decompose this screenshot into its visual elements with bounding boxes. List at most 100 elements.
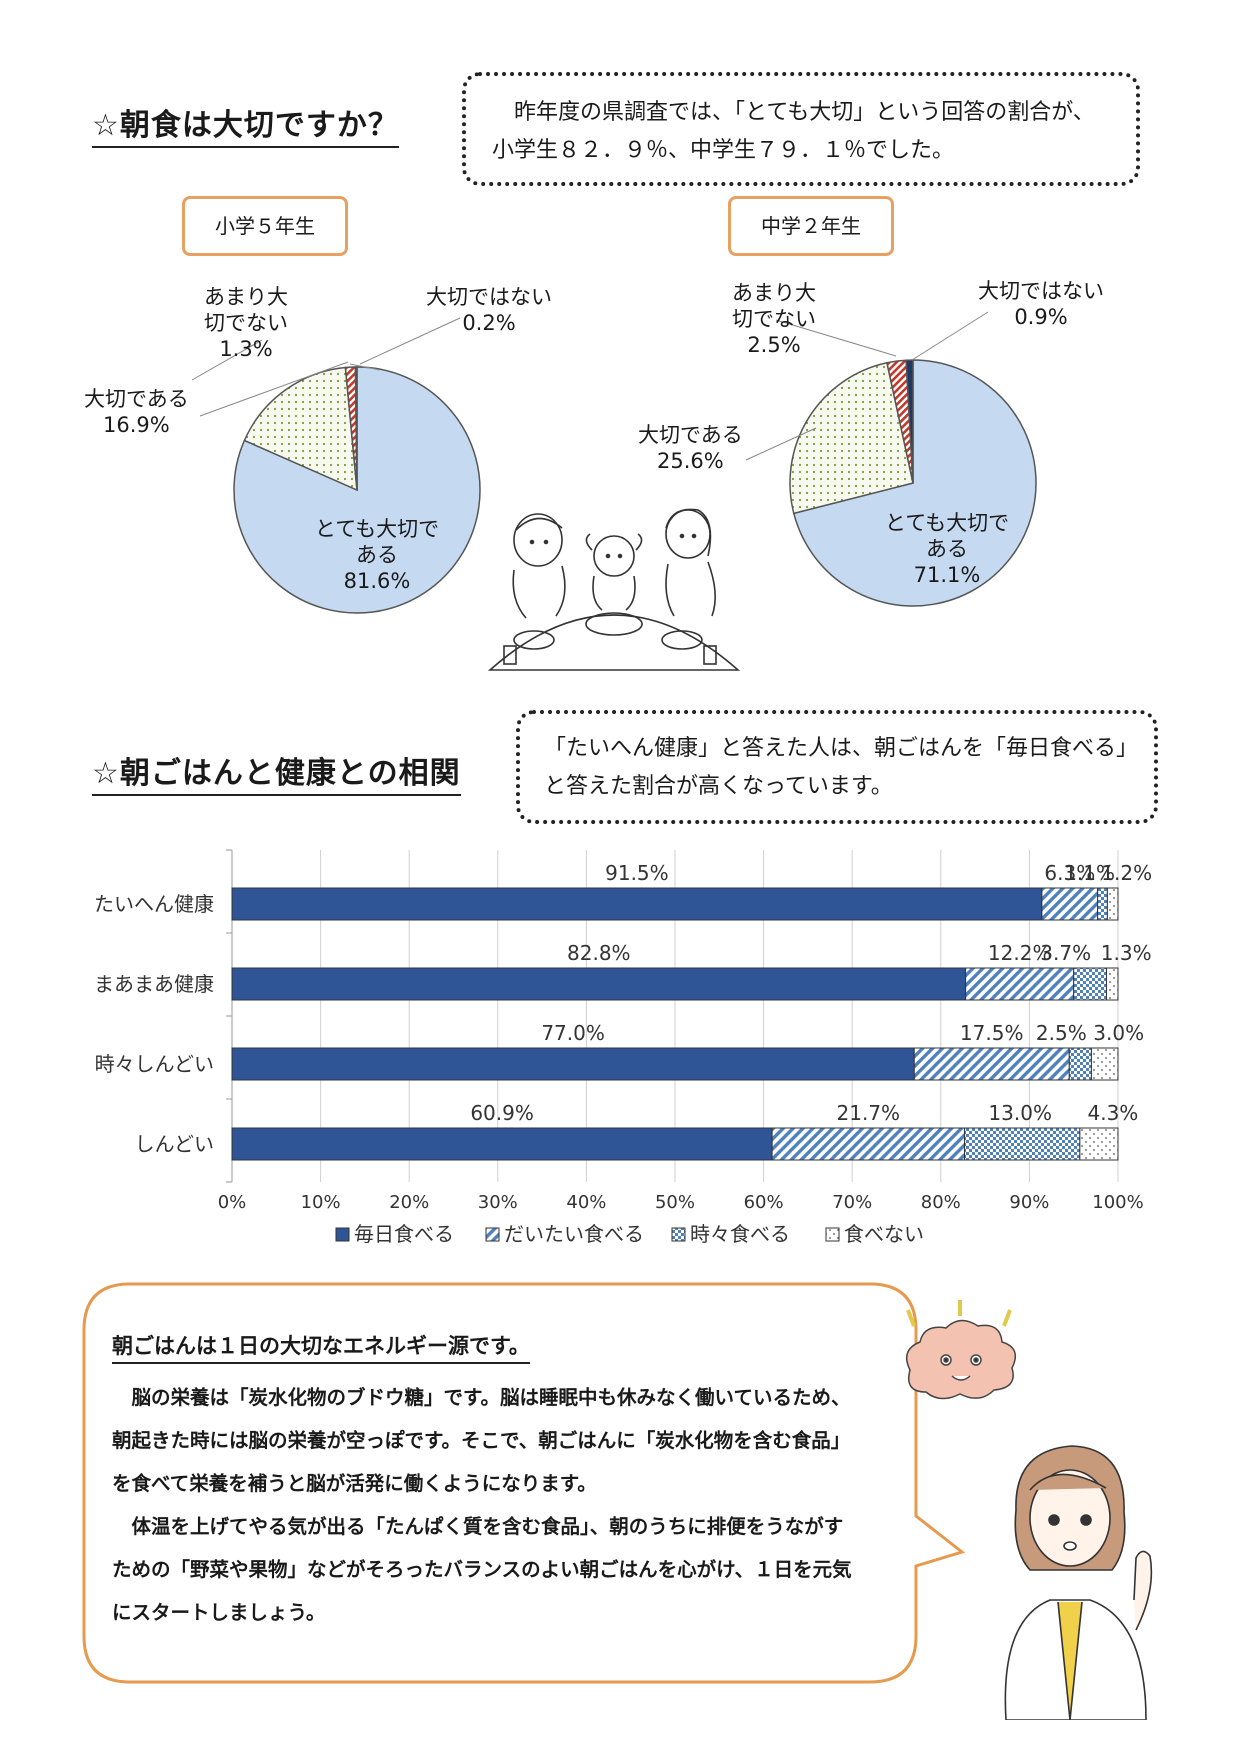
bar-segment-1-1: [231, 887, 1043, 921]
pie1-label-totemo: とても大切である 81.6%: [312, 516, 442, 594]
x-tick-3: 30%: [478, 1192, 518, 1213]
bar-label-4-1: 60.9%: [470, 1101, 534, 1125]
bar-segment-2-1: [231, 967, 967, 1001]
x-tick-0: 0%: [218, 1192, 247, 1213]
speech-title: 朝ごはんは１日の大切なエネルギー源です。: [112, 1330, 530, 1364]
bar-label-2-3: 3.7%: [1040, 941, 1091, 965]
section1-title: ☆朝食は大切ですか？: [92, 100, 399, 148]
legend-swatch-3: [671, 1227, 686, 1242]
pie-slice-2: [789, 361, 914, 515]
pie-leader-5: [775, 319, 897, 357]
bar-segment-3-2: [913, 1047, 1070, 1081]
section2-note-box: 「たいへん健康」と答えた人は、朝ごはんを「毎日食べる」と答えた割合が高くなってい…: [516, 710, 1158, 824]
bar-label-1-4: 1.2%: [1101, 861, 1152, 885]
pie-slice-1: [792, 359, 1037, 607]
pie1-amari-text: あまり大切でない: [204, 285, 288, 335]
speech-paragraph-2: 体温を上げてやる気が出る「たんぱく質を含む食品」、朝のうちに排便をうながすための…: [112, 1515, 852, 1624]
bar-label-4-2: 21.7%: [837, 1101, 901, 1125]
bar-segment-1-2: [1041, 887, 1099, 921]
bar-label-3-2: 17.5%: [960, 1021, 1024, 1045]
legend-swatch-1: [335, 1227, 350, 1242]
pie2-label-taisetsu: 大切である 25.6%: [638, 422, 743, 474]
bar-label-4-4: 4.3%: [1087, 1101, 1138, 1125]
bar-label-1-2: 6.3%: [1044, 861, 1095, 885]
legend-swatch-4: [825, 1227, 840, 1242]
pie1-nai-text: 大切ではない: [426, 285, 552, 309]
pie1-label-taisetsu: 大切である 16.9%: [84, 386, 189, 438]
brain-character-illustration: [905, 1300, 1017, 1400]
pie1-nai-value: 0.2%: [462, 311, 516, 335]
x-tick-4: 40%: [566, 1192, 606, 1213]
legend-label-2: だいたい食べる: [504, 1222, 644, 1246]
bar-data-labels: 91.5% 6.3%1.1%1.2% 82.8% 12.2%3.7% 1.3% 77.0%…: [470, 861, 1152, 1125]
pie2-totemo-text: とても大切である: [884, 511, 1010, 561]
pie-grade5: [233, 366, 481, 614]
pie2-amari-text: あまり大切でない: [732, 281, 816, 331]
pie2-label-amari: あまり大切でない 2.5%: [724, 280, 824, 358]
bar-label-2-2: 12.2%: [988, 941, 1052, 965]
bar-segment-2-3: [1073, 967, 1107, 1001]
pie-leader-lines: [191, 311, 989, 461]
section1-note-box: 昨年度の県調査では、「とても大切」という回答の割合が、小学生８２．９％、中学生７…: [462, 72, 1140, 186]
bar-label-2-1: 82.8%: [567, 941, 631, 965]
bar-segment-3-1: [231, 1047, 915, 1081]
section1-note: 昨年度の県調査では、「とても大切」という回答の割合が、小学生８２．９％、中学生７…: [492, 100, 1095, 163]
x-tick-9: 90%: [1009, 1192, 1049, 1213]
bar-category-1: たいへん健康: [94, 892, 214, 916]
bar-label-3-3: 2.5%: [1036, 1021, 1087, 1045]
bar-label-1-1: 91.5%: [605, 861, 669, 885]
pie1-totemo-value: 81.6%: [343, 569, 411, 593]
x-tick-1: 10%: [301, 1192, 341, 1213]
bar-label-1-3: 1.1%: [1064, 861, 1115, 885]
pie-leader-1: [199, 361, 349, 417]
legend-label-4: 食べない: [844, 1222, 924, 1246]
legend-label-3: 時々食べる: [690, 1222, 790, 1246]
bar-segment-1-4: [1106, 887, 1119, 921]
bar-segment-3-3: [1068, 1047, 1092, 1081]
stacked-bar-chart: 91.5% 6.3%1.1%1.2% 82.8% 12.2%3.7% 1.3% 77.0%…: [94, 849, 1152, 1246]
pie-leader-2: [349, 363, 381, 371]
grade8-tag: 中学２年生: [728, 196, 894, 256]
bar-category-2: まあまあ健康: [94, 972, 214, 996]
bar-segment-4-1: [231, 1127, 773, 1161]
x-tick-2: 20%: [389, 1192, 429, 1213]
pie-slice-4: [354, 366, 358, 491]
bar-segment-4-2: [771, 1127, 966, 1161]
grade5-tag: 小学５年生: [182, 196, 348, 256]
bar-category-3: 時々しんどい: [95, 1052, 214, 1076]
pie2-label-nai: 大切ではない 0.9%: [978, 278, 1104, 330]
bar-segments: [231, 887, 1119, 1161]
pie-grade8: [789, 359, 1037, 607]
woman-doctor-illustration: [1004, 1445, 1153, 1720]
bar-segment-2-2: [965, 967, 1075, 1001]
pie-slice-4: [905, 359, 914, 484]
pie-leader-7: [745, 427, 817, 461]
bar-label-2-4: 1.3%: [1101, 941, 1152, 965]
bar-segment-2-4: [1105, 967, 1119, 1001]
pie1-label-nai: 大切ではない 0.2%: [426, 284, 552, 336]
x-tick-5: 50%: [655, 1192, 695, 1213]
pie-leader-3: [359, 317, 461, 365]
bar-label-3-4: 3.0%: [1093, 1021, 1144, 1045]
x-tick-6: 60%: [744, 1192, 784, 1213]
section2-title: ☆朝ごはんと健康との相関: [92, 748, 461, 796]
pie2-nai-text: 大切ではない: [978, 279, 1104, 303]
bar-label-4-3: 13.0%: [988, 1101, 1052, 1125]
pie2-amari-value: 2.5%: [747, 333, 801, 357]
pie1-amari-value: 1.3%: [219, 337, 273, 361]
x-tick-8: 80%: [921, 1192, 961, 1213]
pie2-taisetsu-text: 大切である: [638, 423, 743, 447]
pie2-nai-value: 0.9%: [1014, 305, 1068, 329]
pie1-label-amari: あまり大切でない 1.3%: [196, 284, 296, 362]
bar-legend: 毎日食べる だいたい食べる 時々食べる 食べない: [335, 1222, 924, 1246]
pie-slice-2: [243, 366, 358, 492]
section2-note: 「たいへん健康」と答えた人は、朝ごはんを「毎日食べる」と答えた割合が高くなってい…: [544, 736, 1128, 799]
bar-category-4: しんどい: [135, 1132, 214, 1156]
pie1-taisetsu-value: 16.9%: [103, 413, 170, 437]
x-tick-7: 70%: [832, 1192, 872, 1213]
bar-segment-3-4: [1090, 1047, 1119, 1081]
speech-bubble-shape: [82, 1282, 966, 1684]
pie1-taisetsu-text: 大切である: [84, 387, 189, 411]
pie-leader-6: [911, 311, 989, 361]
